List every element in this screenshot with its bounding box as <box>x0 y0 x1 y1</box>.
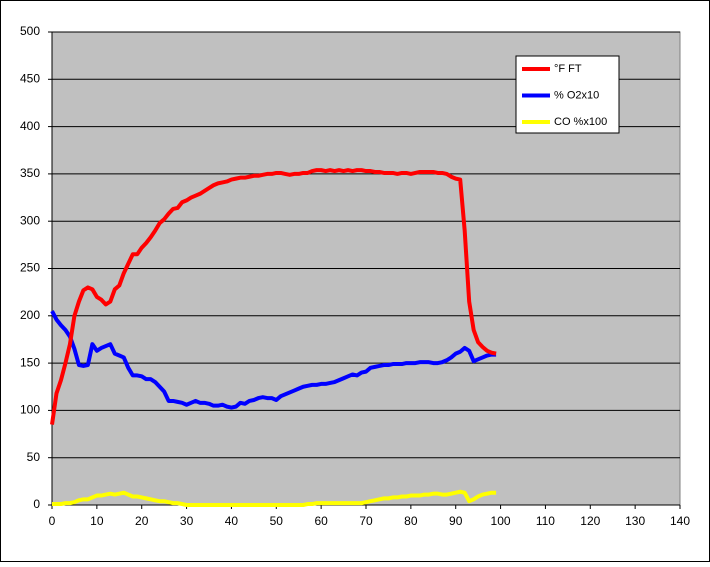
series-line <box>52 489 497 507</box>
y-tick-label: 450 <box>20 71 40 85</box>
x-tick-label: 0 <box>49 514 56 528</box>
y-tick-label: 150 <box>20 355 40 369</box>
legend-label: % O2x10 <box>554 89 599 101</box>
series-line <box>50 310 497 410</box>
x-tick-label: 20 <box>135 514 149 528</box>
x-tick-label: 140 <box>670 514 690 528</box>
x-tick-label: 120 <box>580 514 600 528</box>
y-tick-label: 200 <box>20 308 40 322</box>
y-tick-label: 500 <box>20 24 40 38</box>
x-tick-label: 130 <box>625 514 645 528</box>
y-tick-label: 100 <box>20 403 40 417</box>
y-tick-label: 0 <box>33 497 40 511</box>
legend-label: CO %x100 <box>554 116 607 128</box>
x-tick-label: 110 <box>536 514 555 528</box>
x-tick-label: 10 <box>90 514 104 528</box>
x-tick-label: 60 <box>314 514 328 528</box>
x-tick-label: 50 <box>270 514 284 528</box>
x-tick-label: 40 <box>225 514 239 528</box>
legend-label: °F FT <box>554 63 582 75</box>
y-tick-label: 250 <box>20 261 40 275</box>
x-tick-label: 100 <box>491 514 511 528</box>
x-tick-label: 90 <box>449 514 463 528</box>
x-tick-label: 80 <box>404 514 418 528</box>
series-line <box>50 168 497 425</box>
y-tick-label: 350 <box>20 166 40 180</box>
x-tick-label: 30 <box>180 514 194 528</box>
x-tick-label: 70 <box>359 514 373 528</box>
y-tick-label: 50 <box>27 450 41 464</box>
y-tick-label: 400 <box>20 119 40 133</box>
y-tick-label: 300 <box>20 213 40 227</box>
